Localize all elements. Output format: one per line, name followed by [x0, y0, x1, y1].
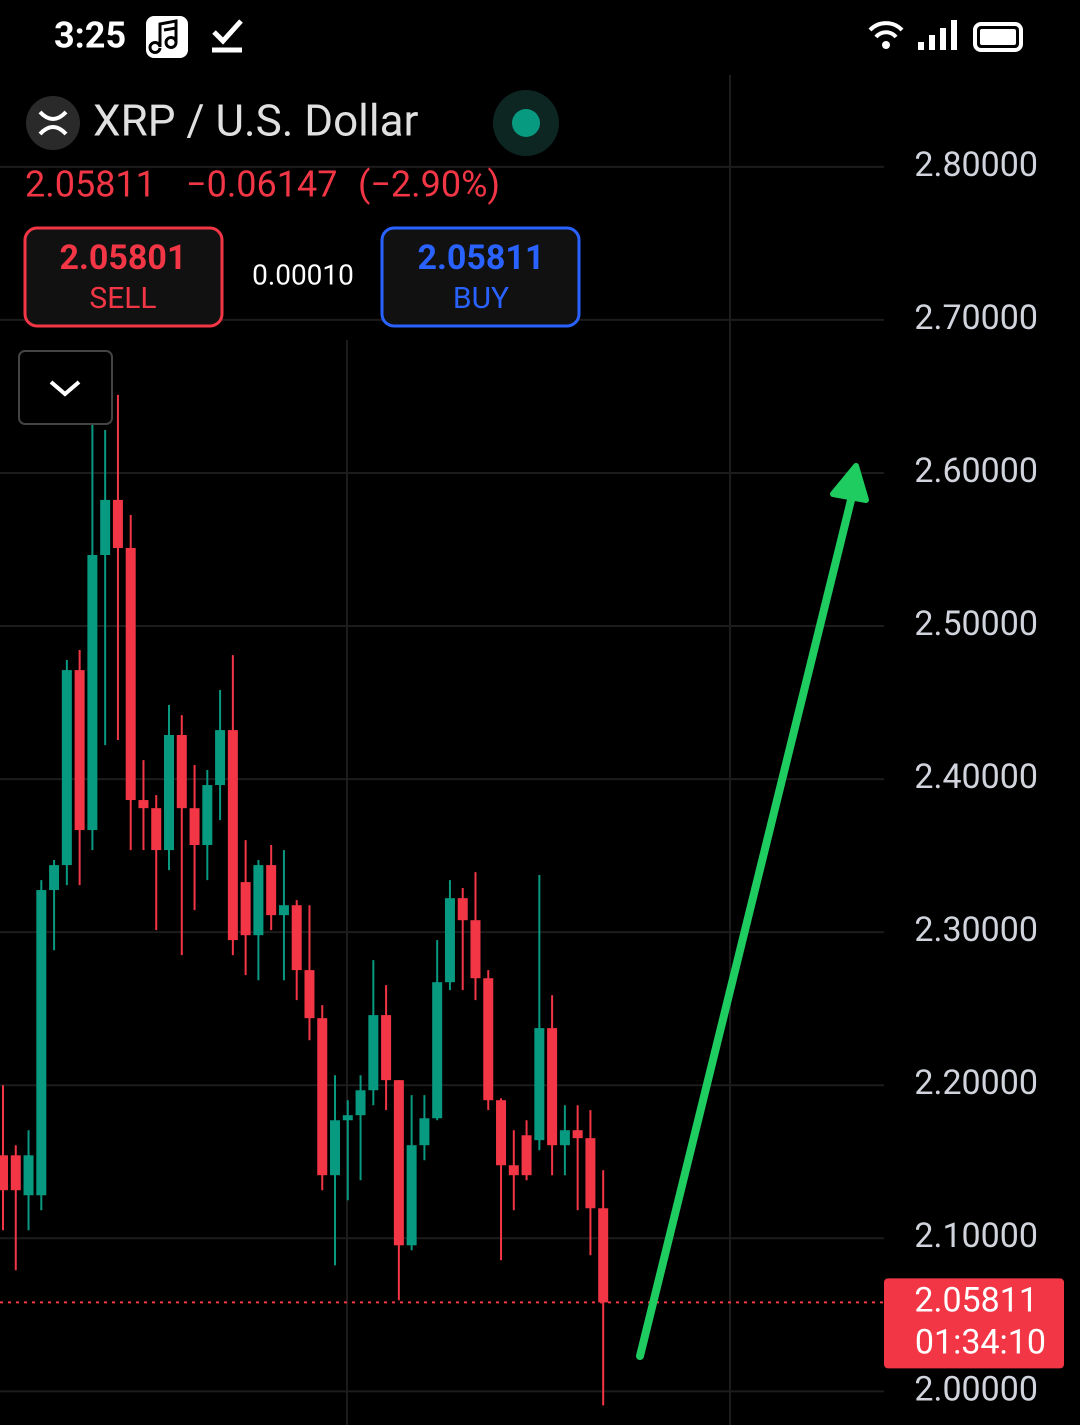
- symbol-title[interactable]: XRP / U.S. Dollar: [93, 95, 419, 147]
- candle-body: [342, 1115, 353, 1121]
- price-axis: 2.00000 2.10000 2.20000 2.30000 2.40000 2.500…: [0, 145, 1064, 1409]
- candle-body: [483, 978, 494, 1101]
- wifi-dot: [882, 41, 890, 49]
- candle-body: [521, 1135, 532, 1176]
- candle-body: [125, 547, 136, 801]
- sell-label[interactable]: SELL: [89, 281, 156, 316]
- spread: 0.00010: [252, 258, 354, 291]
- candle-body: [368, 1015, 379, 1091]
- candle-body: [49, 865, 60, 891]
- sell-price[interactable]: 2.05801: [60, 238, 187, 278]
- buy-label[interactable]: BUY: [453, 281, 509, 316]
- candle-body: [508, 1165, 519, 1176]
- candle-body: [138, 800, 149, 809]
- candle-body: [151, 808, 162, 851]
- countdown-label: 01:34:10: [915, 1322, 1046, 1362]
- arrow-head: [830, 463, 869, 503]
- symbol-icon: [26, 96, 80, 150]
- candle-body: [23, 1155, 34, 1196]
- candle-body: [381, 1015, 392, 1081]
- candle-body: [496, 1100, 507, 1166]
- y-tick-label: 2.20000: [914, 1063, 1038, 1103]
- candle-body: [432, 982, 443, 1119]
- candle-body: [164, 735, 175, 851]
- y-tick-label: 2.30000: [914, 910, 1038, 950]
- candle-body: [227, 730, 238, 941]
- candle-body: [189, 808, 200, 846]
- candle-body: [330, 1120, 341, 1176]
- last-price-tag: [884, 1278, 1064, 1369]
- music-glyph: [148, 19, 178, 54]
- collapse-button[interactable]: [18, 350, 113, 425]
- candle-body: [87, 555, 98, 831]
- candle-body: [278, 905, 289, 916]
- y-tick-label: 2.70000: [914, 298, 1038, 338]
- candles: [0, 379, 609, 1406]
- candle-body: [240, 882, 251, 936]
- candle-body: [36, 890, 47, 1196]
- sell-button[interactable]: [23, 226, 224, 328]
- candle-body: [470, 920, 481, 979]
- battery-icon: [973, 22, 1023, 52]
- candle-body: [291, 905, 302, 971]
- signal-icon: [918, 20, 957, 50]
- candle-body: [598, 1208, 609, 1303]
- price-change-pct: (−2.90%): [358, 164, 500, 206]
- price-change: −0.06147: [186, 164, 337, 206]
- battery-level: [980, 29, 1016, 45]
- candle-body: [0, 1155, 8, 1191]
- arrow-shaft: [636, 488, 857, 1360]
- xrp-glyph: [38, 110, 68, 136]
- y-tick-label: 2.50000: [914, 604, 1038, 644]
- candle-body: [202, 785, 213, 846]
- candle-body: [393, 1080, 404, 1246]
- y-tick-label: 2.00000: [914, 1369, 1038, 1409]
- candle-body: [74, 670, 85, 831]
- candle-body: [61, 670, 72, 866]
- candle-body: [355, 1090, 366, 1116]
- candle-body: [457, 898, 468, 921]
- candle-body: [253, 865, 264, 936]
- last-price: 2.05811: [25, 164, 156, 206]
- wifi-icon: [868, 21, 904, 39]
- status-time: 3:25: [54, 15, 126, 57]
- candle-body: [419, 1118, 430, 1146]
- candle-body: [534, 1028, 545, 1141]
- y-tick-label: 2.10000: [914, 1216, 1038, 1256]
- candle-body: [176, 735, 187, 809]
- download-icon: [212, 19, 243, 53]
- candle-body: [317, 1018, 328, 1176]
- candle-body: [304, 970, 315, 1019]
- candle-body: [547, 1028, 558, 1146]
- last-price-label: 2.05811: [914, 1280, 1038, 1320]
- y-tick-label: 2.40000: [914, 757, 1038, 797]
- buy-button[interactable]: [380, 226, 581, 328]
- candle-body: [444, 898, 455, 983]
- y-tick-label: 2.80000: [914, 145, 1038, 185]
- candle-body: [406, 1145, 417, 1246]
- market-status-dot: [512, 109, 540, 137]
- candle-body: [585, 1138, 596, 1209]
- candle-body: [10, 1155, 21, 1191]
- candle-body: [100, 499, 111, 555]
- chevron: [49, 380, 81, 397]
- candle-body: [266, 865, 277, 916]
- candle-body: [559, 1130, 570, 1146]
- candle-body: [112, 499, 123, 548]
- candle-body: [215, 730, 226, 786]
- y-tick-label: 2.60000: [914, 451, 1038, 491]
- buy-price[interactable]: 2.05811: [418, 238, 545, 278]
- candle-body: [572, 1130, 583, 1139]
